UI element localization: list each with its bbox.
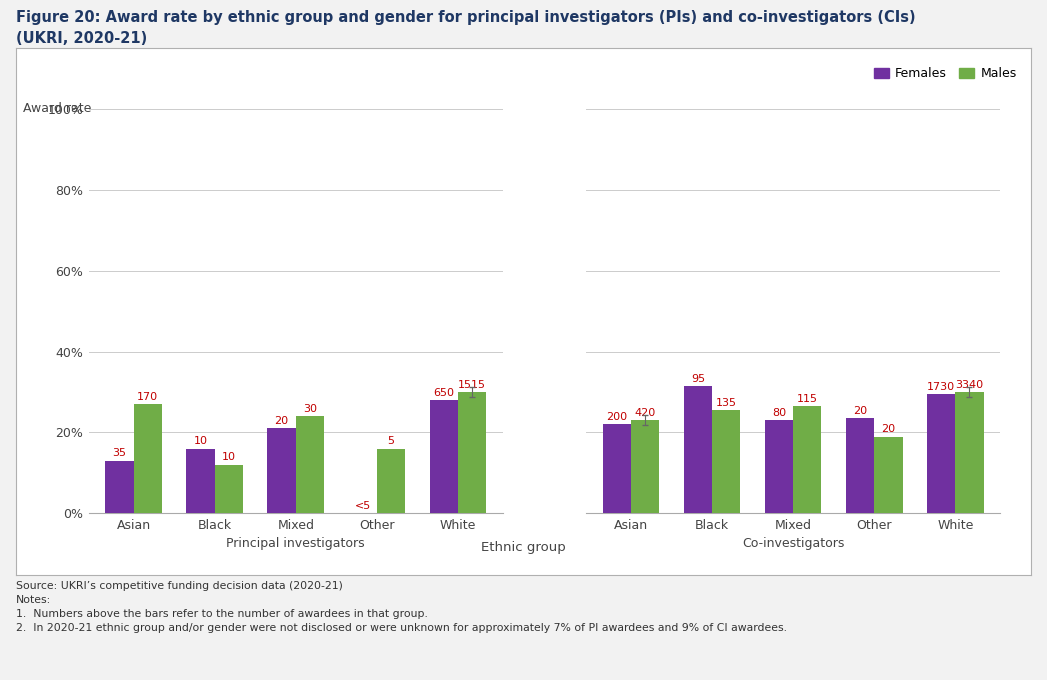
- Text: Figure 20: Award rate by ethnic group and gender for principal investigators (PI: Figure 20: Award rate by ethnic group an…: [16, 10, 915, 25]
- Text: 650: 650: [433, 388, 454, 398]
- Bar: [458, 392, 487, 513]
- Text: 10: 10: [194, 437, 207, 446]
- Bar: [186, 449, 215, 513]
- Text: <5: <5: [355, 501, 371, 511]
- Bar: [296, 416, 325, 513]
- Bar: [794, 406, 822, 513]
- Text: Principal investigators: Principal investigators: [226, 537, 364, 550]
- Bar: [764, 420, 794, 513]
- Text: Co-investigators: Co-investigators: [742, 537, 845, 550]
- Text: 20: 20: [853, 406, 867, 416]
- Text: 1730: 1730: [927, 381, 955, 392]
- Bar: [712, 410, 740, 513]
- Text: 170: 170: [137, 392, 158, 402]
- Text: 20: 20: [274, 416, 289, 426]
- Bar: [955, 392, 984, 513]
- Bar: [874, 437, 903, 513]
- Text: 5: 5: [387, 437, 395, 446]
- Legend: Females, Males: Females, Males: [869, 62, 1022, 85]
- Bar: [377, 449, 405, 513]
- Bar: [927, 394, 955, 513]
- Text: (UKRI, 2020-21): (UKRI, 2020-21): [16, 31, 147, 46]
- Bar: [602, 424, 631, 513]
- Text: 80: 80: [772, 408, 786, 418]
- Bar: [429, 400, 458, 513]
- Text: 35: 35: [112, 448, 127, 458]
- Bar: [134, 404, 162, 513]
- Text: 95: 95: [691, 373, 705, 384]
- Text: 3340: 3340: [956, 379, 983, 390]
- Bar: [267, 428, 296, 513]
- Bar: [631, 420, 660, 513]
- Text: 420: 420: [634, 408, 655, 418]
- Bar: [105, 461, 134, 513]
- Bar: [684, 386, 712, 513]
- Text: Ethnic group: Ethnic group: [482, 541, 565, 554]
- Text: 135: 135: [716, 398, 737, 408]
- Text: 115: 115: [797, 394, 818, 404]
- Text: 30: 30: [303, 404, 317, 414]
- Text: 10: 10: [222, 452, 236, 462]
- Text: 20: 20: [882, 424, 895, 434]
- Text: Award rate: Award rate: [23, 102, 91, 116]
- Bar: [846, 418, 874, 513]
- Text: 200: 200: [606, 412, 627, 422]
- Text: Source: UKRI’s competitive funding decision data (2020-21)
Notes:
1.  Numbers ab: Source: UKRI’s competitive funding decis…: [16, 581, 786, 633]
- Text: 1515: 1515: [459, 379, 486, 390]
- Bar: [215, 465, 243, 513]
